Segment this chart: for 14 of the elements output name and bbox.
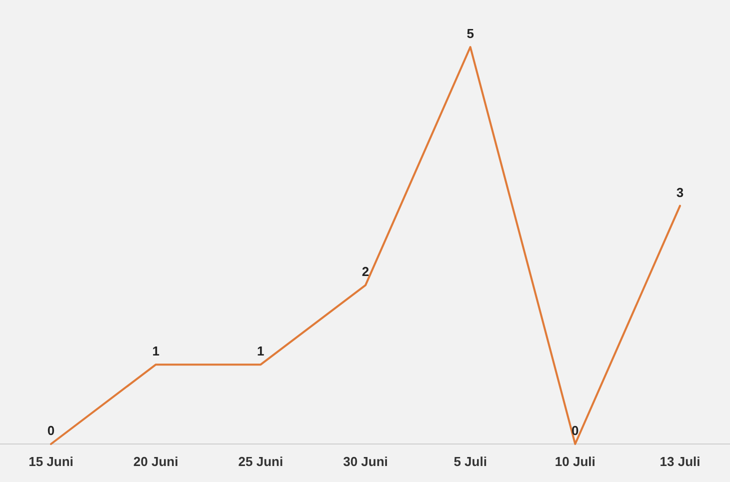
x-tick-label: 10 Juli: [554, 454, 596, 469]
x-tick-label: 13 Juli: [660, 454, 700, 469]
data-label: 3: [676, 184, 684, 200]
data-label: 0: [572, 423, 579, 438]
data-label: 0: [47, 423, 55, 438]
data-label: 5: [466, 26, 474, 41]
x-tick-label: 5 Juli: [454, 454, 487, 469]
x-tick-label: 25 Juni: [238, 454, 284, 469]
data-label: 2: [362, 264, 370, 280]
x-tick-label: 15 Juni: [28, 454, 74, 469]
data-label: 1: [257, 344, 264, 359]
data-label: 1: [152, 344, 160, 359]
x-tick-label: 20 Juni: [133, 454, 178, 469]
x-tick-label: 30 Juni: [343, 454, 388, 469]
